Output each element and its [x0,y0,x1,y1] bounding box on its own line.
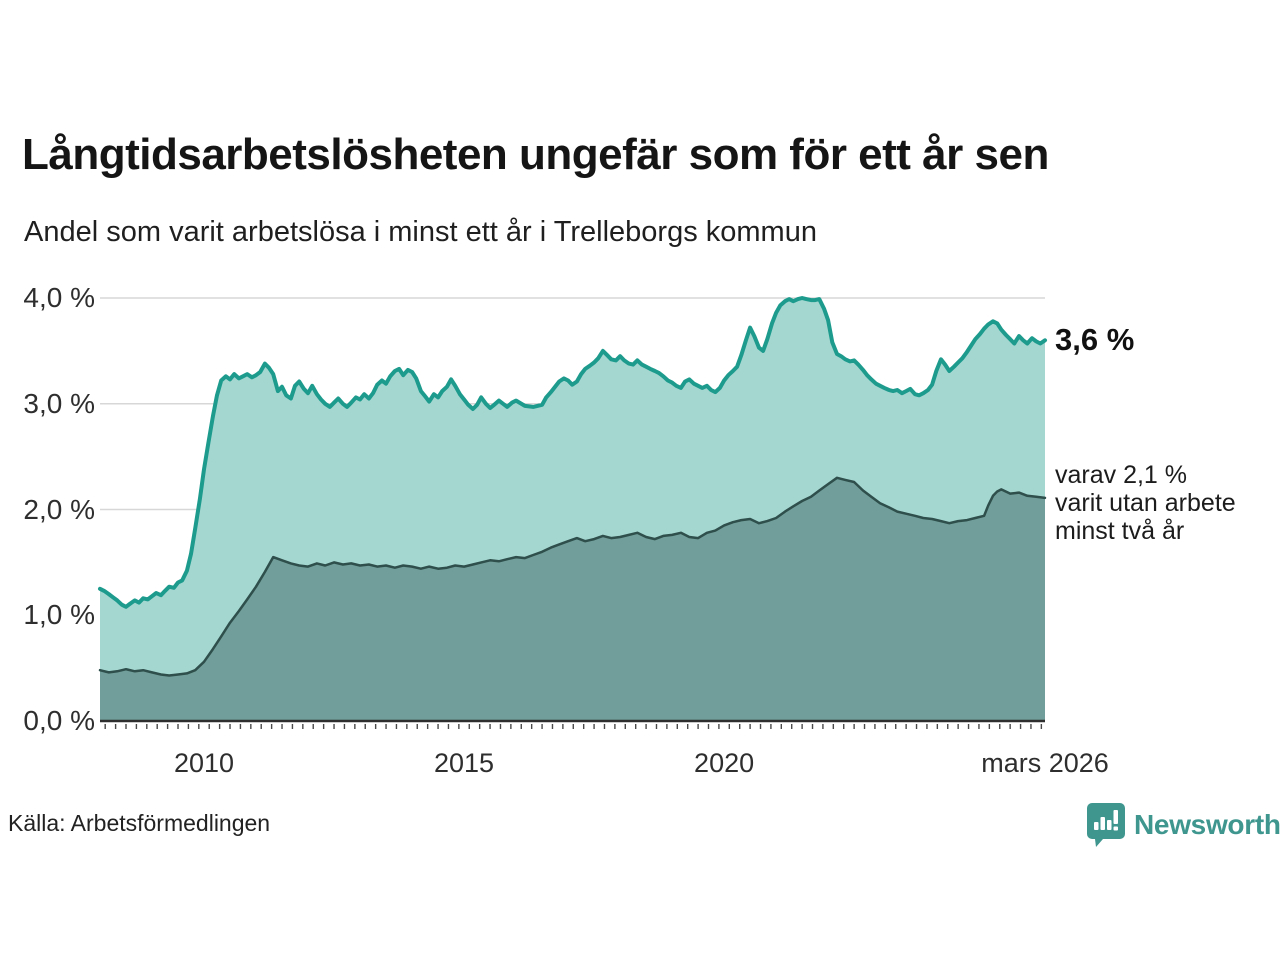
y-axis-label-3: 3,0 % [23,387,95,419]
chart-subtitle: Andel som varit arbetslösa i minst ett å… [24,216,817,248]
x-axis-label-2020: 2020 [694,748,755,778]
x-axis-label-mars-2026: mars 2026 [981,748,1109,778]
series2-annotation-line1: varav 2,1 % [1055,461,1188,489]
series2-annotation: varav 2,1 % varit utan arbete minst två … [1055,461,1236,545]
line-minst-tva-ar [98,476,1047,677]
chart-title: Långtidsarbetslösheten ungefär som för e… [22,130,1049,179]
source-attribution: Källa: Arbetsförmedlingen [8,810,271,836]
y-axis-label-0: 0,0 % [23,705,95,736]
series1-end-value-label: 3,6 % [1055,322,1135,357]
newsworthy-logo-icon [1087,803,1125,847]
x-axis-label-2015: 2015 [434,748,495,778]
series2-annotation-line3: minst två år [1055,517,1185,545]
y-axis-label-2: 2,0 % [23,493,95,525]
x-axis-label-2010: 2010 [173,748,235,778]
y-axis-label-4: 4,0 % [23,282,95,313]
newsworthy-wordmark: Newsworthy [1134,809,1280,840]
y-axis-label-1: 1,0 % [23,599,95,631]
line-minst-ett-ar [98,296,1047,609]
area-minst-tva-ar [100,477,1045,721]
series2-annotation-line2: varit utan arbete [1055,489,1236,517]
newsworthy-logo: Newsworthy [1086,801,1280,849]
